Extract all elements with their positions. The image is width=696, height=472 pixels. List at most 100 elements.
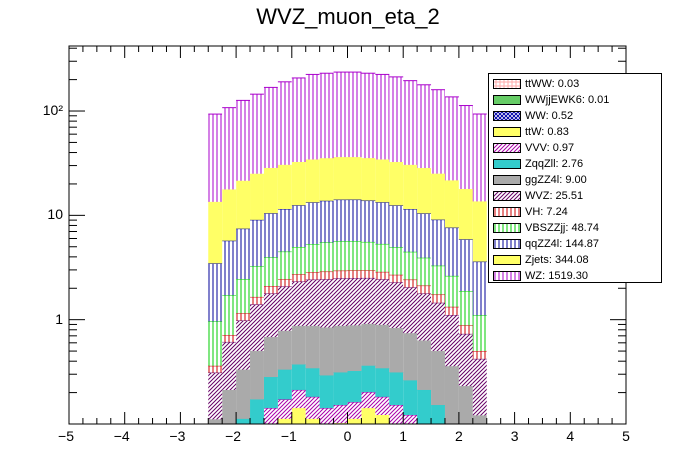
legend-entry: WZ: 1519.30 — [493, 268, 661, 284]
y-tick-label: 1 — [55, 310, 63, 327]
legend-entry: ZqqZll: 2.76 — [493, 156, 661, 172]
bar — [263, 293, 278, 338]
x-tick-label: 0 — [343, 428, 352, 444]
bar — [236, 180, 251, 229]
bar — [361, 73, 376, 159]
bar — [389, 328, 404, 373]
series-7 — [208, 277, 487, 420]
bar — [417, 84, 432, 169]
bar — [375, 159, 390, 203]
bar — [458, 239, 473, 292]
bar — [305, 368, 320, 397]
bar — [389, 205, 404, 248]
legend-label: WWjjEWK6: 0.01 — [525, 94, 610, 106]
bar — [361, 323, 376, 366]
bar — [277, 81, 292, 165]
bar — [347, 241, 362, 271]
bar — [222, 107, 237, 190]
bar — [208, 263, 223, 322]
bar — [333, 270, 348, 279]
legend-entry: ggZZ4l: 9.00 — [493, 172, 661, 188]
bar — [431, 265, 445, 295]
legend-label: ZqqZll: 2.76 — [525, 158, 584, 170]
bar — [333, 405, 348, 424]
series-9 — [208, 240, 487, 366]
bar — [417, 257, 432, 286]
bar — [458, 333, 473, 387]
bar — [305, 279, 320, 326]
bar — [361, 392, 376, 409]
x-tick-label: 5 — [622, 428, 630, 444]
bar — [361, 158, 376, 201]
bar — [347, 278, 362, 326]
bar — [444, 96, 459, 181]
legend-entry: VH: 7.24 — [493, 204, 661, 220]
bar — [431, 294, 445, 303]
legend-entry: ttWW: 0.03 — [493, 76, 661, 92]
bar — [431, 350, 445, 406]
bar — [458, 189, 473, 240]
bar — [291, 274, 306, 282]
bar — [222, 189, 237, 241]
legend-swatch — [493, 239, 521, 249]
bar — [291, 408, 306, 424]
bar — [305, 396, 320, 419]
bar — [375, 202, 390, 244]
bar — [431, 302, 445, 351]
bar — [277, 209, 292, 252]
bar — [208, 372, 223, 420]
legend-swatch — [493, 223, 521, 233]
bar — [347, 402, 362, 419]
bar — [250, 266, 264, 297]
legend-swatch — [493, 127, 521, 137]
legend-entry: VBSZZjj: 48.74 — [493, 220, 661, 236]
bar — [472, 315, 487, 351]
bar — [222, 240, 237, 296]
legend-label: VVV: 0.97 — [525, 142, 575, 154]
bar — [263, 257, 278, 287]
bar — [472, 201, 487, 262]
chart-title: WVZ_muon_eta_2 — [256, 4, 440, 29]
bar — [250, 304, 264, 351]
legend-label: ttWW: 0.03 — [525, 78, 580, 90]
bar — [236, 369, 251, 419]
bar — [361, 277, 376, 324]
bar — [319, 375, 334, 409]
x-tick-label: −2 — [225, 428, 242, 444]
bar — [375, 368, 390, 397]
legend-label: ttW: 0.83 — [525, 126, 569, 138]
bar — [333, 241, 348, 271]
legend-label: VH: 7.24 — [525, 206, 568, 218]
bar — [263, 337, 278, 378]
legend-label: Zjets: 344.08 — [525, 254, 589, 266]
y-tick-label: 10² — [42, 102, 63, 119]
bar — [417, 293, 432, 341]
bar — [250, 219, 264, 267]
legend-swatch — [493, 143, 521, 153]
legend-swatch — [493, 271, 521, 281]
legend-label: WW: 0.52 — [525, 110, 574, 122]
bar — [305, 74, 320, 160]
bar — [403, 414, 418, 424]
bar — [277, 164, 292, 210]
bar — [208, 321, 223, 366]
bar — [319, 279, 334, 328]
bar — [403, 209, 418, 252]
legend-swatch — [493, 175, 521, 185]
bar — [403, 380, 418, 415]
series-10 — [208, 199, 487, 322]
x-tick-label: −1 — [280, 428, 297, 444]
bar — [389, 162, 404, 206]
legend-entry: WVZ: 25.51 — [493, 188, 661, 204]
bar — [361, 241, 376, 271]
bar — [389, 274, 404, 283]
series-5 — [236, 363, 445, 424]
legend-label: VBSZZjj: 48.74 — [525, 222, 599, 234]
bar — [291, 77, 306, 162]
bar — [250, 399, 264, 424]
bar — [444, 180, 459, 228]
x-tick-label: −4 — [113, 428, 130, 444]
bar — [208, 419, 223, 424]
bar — [208, 365, 223, 373]
